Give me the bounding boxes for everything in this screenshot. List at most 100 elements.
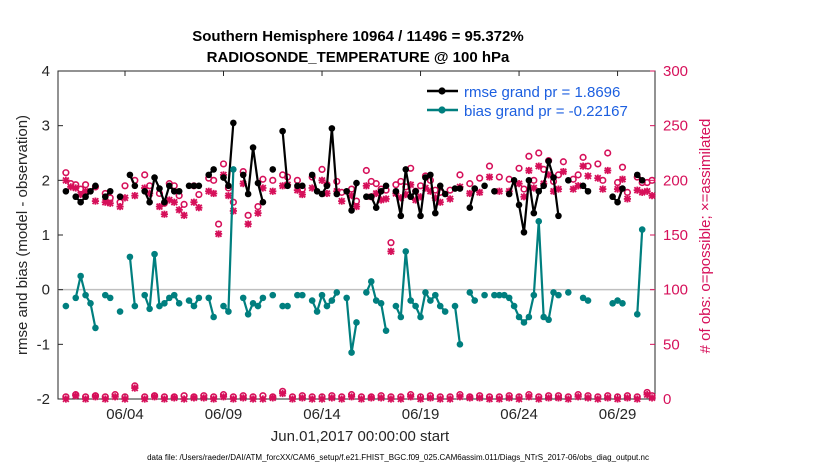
x-tick-label: 06/09 <box>205 406 243 423</box>
rmse-data-point <box>318 190 326 198</box>
rmse-data-point <box>555 212 562 220</box>
y-left-tick-label: 0 <box>42 282 50 299</box>
rmse-data-point <box>284 182 291 190</box>
rmse-data-point <box>520 228 528 236</box>
rmse-data-point <box>195 182 203 190</box>
obs-upper-assimilated-marker <box>569 185 577 193</box>
bias-line-segment <box>453 305 462 345</box>
rmse-data-point <box>579 182 587 190</box>
bias-data-point <box>116 308 124 315</box>
rmse-data-point <box>638 177 646 184</box>
obs-upper-assimilated-marker <box>338 197 346 205</box>
star-stroke <box>456 393 464 401</box>
rmse-data-point <box>220 174 227 181</box>
legend-rmse-marker <box>438 87 446 95</box>
axis-ticks: 06/04 06/09 06/14 06/19 06/24 06/29 -2 -1 0 1 2 3 4 0… <box>37 63 688 423</box>
obs-upper-possible-marker <box>584 162 592 170</box>
obs-lower-assimilated-marker <box>328 394 336 402</box>
obs-upper-assimilated-marker <box>160 210 168 218</box>
bias-data-point <box>441 308 449 315</box>
y-axis-right-label: # of obs: o=possible; ×=assimilated <box>697 119 714 354</box>
star-stroke <box>407 393 415 401</box>
star-stroke <box>279 390 287 398</box>
rmse-data-point <box>407 193 414 201</box>
star-stroke <box>535 395 543 403</box>
obs-upper-assimilated-marker <box>559 167 567 176</box>
star-stroke <box>485 395 494 403</box>
bias-data-point <box>284 302 291 310</box>
obs-lower-assimilated-marker <box>436 395 444 403</box>
bias-data-point <box>244 310 252 318</box>
bias-data-point <box>451 302 459 310</box>
obs-lower-assimilated-marker <box>141 395 149 403</box>
rmse-data-point <box>323 182 331 190</box>
rmse-data-point <box>205 171 213 179</box>
obs-upper-assimilated-marker <box>584 172 592 180</box>
obs-lower-assimilated-marker <box>476 394 484 402</box>
rmse-data-point <box>116 193 124 201</box>
bias-data-point <box>500 291 508 299</box>
rmse-data-point <box>422 174 429 181</box>
rmse-data-point <box>151 174 158 181</box>
star-stroke <box>574 393 582 401</box>
bias-data-point <box>481 291 488 299</box>
obs-lower-assimilated-marker <box>219 393 228 401</box>
rmse-data-point <box>146 198 153 206</box>
bias-data-point <box>579 294 587 302</box>
star-stroke <box>215 230 223 238</box>
star-stroke <box>633 395 641 403</box>
bias-data-point <box>392 302 400 310</box>
star-stroke <box>101 395 109 403</box>
star-stroke <box>367 394 375 402</box>
y-left-tick-label: 3 <box>42 118 50 135</box>
rmse-data-point <box>77 198 84 206</box>
bias-data-point <box>72 294 80 302</box>
star-stroke <box>121 395 129 403</box>
bias-data-point <box>372 297 380 304</box>
star-stroke <box>111 393 119 401</box>
star-stroke <box>466 394 474 402</box>
plot-area-frame <box>57 70 656 400</box>
star-stroke <box>269 187 277 195</box>
bias-data-point <box>471 297 479 304</box>
obs-upper-assimilated-marker <box>648 192 656 200</box>
obs-lower-assimilated-marker <box>633 395 641 403</box>
star-stroke <box>594 395 602 403</box>
obs-lower-assimilated-marker <box>111 393 119 401</box>
obs-upper-possible-marker <box>648 176 656 184</box>
obs-lower-assimilated-marker <box>535 395 543 403</box>
bias-data-point <box>299 291 306 299</box>
bias-data-point <box>333 289 341 296</box>
obs-upper-assimilated-marker <box>485 173 494 181</box>
obs-lower-assimilated-marker <box>416 395 425 403</box>
obs-upper-possible-marker <box>466 180 474 188</box>
star-stroke <box>623 394 631 402</box>
obs-upper-assimilated-marker <box>91 197 100 205</box>
obs-lower-assimilated-marker <box>210 395 218 403</box>
rmse-data-point <box>259 198 267 206</box>
star-stroke <box>170 394 178 402</box>
obs-lower-assimilated-marker <box>377 394 385 402</box>
legend-bias-marker <box>438 106 446 114</box>
bias-data-point <box>205 294 213 302</box>
bias-data-point <box>131 302 139 310</box>
rmse-data-point <box>166 182 173 190</box>
obs-upper-assimilated-marker <box>525 166 533 175</box>
obs-upper-assimilated-marker <box>224 192 233 200</box>
obs-lower-assimilated-marker <box>574 393 582 401</box>
obs-upper-assimilated-marker <box>599 185 607 193</box>
bias-data-point <box>279 302 286 310</box>
star-stroke <box>530 184 538 192</box>
star-stroke <box>288 395 296 403</box>
x-tick-label: 06/19 <box>402 406 440 423</box>
rmse-data-point <box>170 187 178 195</box>
y-left-tick-label: 4 <box>42 63 50 80</box>
obs-upper-possible-marker <box>62 169 70 177</box>
star-stroke <box>387 395 395 403</box>
bias-data-point <box>545 316 552 324</box>
star-stroke <box>535 162 543 170</box>
star-stroke <box>170 198 178 206</box>
star-stroke <box>131 192 139 200</box>
star-stroke <box>308 395 316 403</box>
bias-data-point <box>254 302 262 310</box>
